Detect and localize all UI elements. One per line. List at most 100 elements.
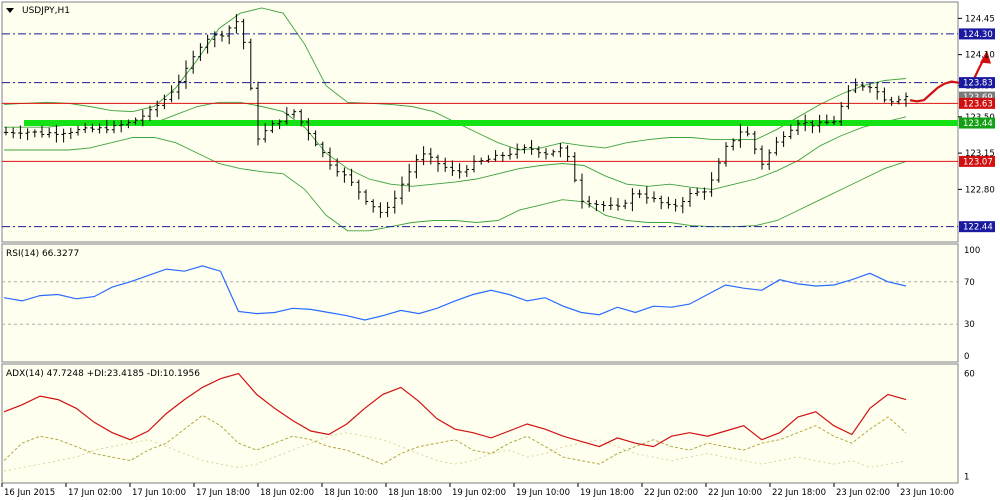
candle [579, 173, 585, 209]
rsi-line [3, 265, 907, 321]
time-tick-label: 19 Jun 02:00 [452, 488, 506, 498]
candle [205, 34, 210, 54]
candle [11, 127, 16, 139]
candle [399, 176, 405, 205]
candle [414, 154, 419, 179]
level-tag-123-63: 123.63 [963, 99, 993, 109]
time-tick-label: 18 Jun 18:00 [388, 488, 442, 498]
time-tick-label: 17 Jun 18:00 [196, 488, 250, 498]
candle [644, 186, 649, 204]
candle [61, 128, 66, 143]
plus-di-line [3, 414, 907, 465]
candle [558, 143, 563, 158]
candle [507, 147, 513, 160]
candle [471, 155, 477, 173]
candle [176, 74, 181, 100]
time-tick-label: 19 Jun 18:00 [580, 488, 634, 498]
time-tick-label: 18 Jun 02:00 [260, 488, 314, 498]
candle [54, 124, 59, 143]
candle [860, 82, 865, 91]
candle [18, 125, 23, 140]
candle [803, 114, 808, 132]
adx-panel[interactable] [1, 363, 959, 484]
candle [788, 124, 793, 140]
candle [666, 196, 671, 209]
candle [363, 189, 369, 205]
candle [601, 201, 606, 212]
candle [147, 105, 153, 121]
symbol-menu-icon[interactable] [6, 8, 14, 13]
candle [234, 14, 239, 34]
candle [831, 115, 837, 125]
candle [795, 119, 801, 136]
time-tick-label: 18 Jun 10:00 [324, 488, 378, 498]
candle [270, 120, 275, 133]
candle [846, 85, 851, 110]
candle [291, 109, 297, 119]
candle [25, 128, 30, 141]
candle [896, 95, 901, 105]
level-tag-124-30-bg [959, 28, 995, 40]
candle [515, 143, 520, 159]
price-levels [2, 33, 958, 228]
candle [327, 147, 333, 170]
adx-indicator: 60 1 [3, 369, 975, 482]
candle [284, 107, 289, 125]
candle [551, 149, 556, 157]
last-price-tag-bg [959, 91, 995, 103]
candle [702, 187, 707, 200]
candle [723, 142, 729, 167]
candle [536, 146, 541, 158]
candle [774, 136, 779, 156]
candle [227, 25, 232, 45]
candle [39, 125, 45, 138]
candle [371, 199, 376, 213]
candle [752, 130, 757, 155]
candle [810, 120, 815, 134]
price-tick-label: 122.80 [965, 185, 995, 195]
candle [392, 190, 397, 214]
candle [572, 152, 577, 183]
candle [241, 18, 246, 50]
candle [191, 50, 196, 74]
candle [709, 172, 714, 197]
candle [342, 167, 347, 183]
candle [104, 119, 109, 134]
candle [32, 129, 37, 138]
candle [673, 198, 678, 212]
candle [759, 145, 765, 170]
candle [349, 168, 354, 186]
level-tag-123-63-bg [959, 97, 995, 109]
candle [731, 138, 736, 151]
candle [486, 155, 491, 163]
candle [687, 188, 693, 207]
candle [306, 118, 311, 141]
candle [637, 189, 642, 199]
rsi-panel[interactable] [1, 243, 959, 363]
candle [277, 119, 282, 130]
candle [450, 160, 455, 176]
level-tag-123-07: 123.07 [963, 157, 993, 167]
candle [903, 92, 909, 107]
candle [3, 126, 9, 136]
price-tick-label: 124.10 [965, 51, 995, 61]
candle [594, 200, 599, 212]
time-tick-label: 22 Jun 02:00 [644, 488, 698, 498]
candle [457, 163, 462, 179]
price-axis: 124.45124.10123.80123.50123.15122.80123.… [958, 14, 995, 233]
candle [479, 157, 484, 165]
candle [219, 30, 225, 42]
time-tick-label: 16 Jun 2015 [4, 488, 55, 498]
candle [212, 31, 217, 48]
candle [824, 114, 829, 125]
candle [623, 199, 628, 210]
candle [493, 150, 498, 162]
level-tag-123-07-bg [959, 155, 995, 167]
rsi-tick-label: 30 [964, 320, 975, 330]
candle [781, 131, 786, 147]
candle [695, 187, 700, 197]
bollinger-lower-band [4, 137, 907, 232]
candle [248, 38, 253, 91]
candle [500, 152, 505, 162]
